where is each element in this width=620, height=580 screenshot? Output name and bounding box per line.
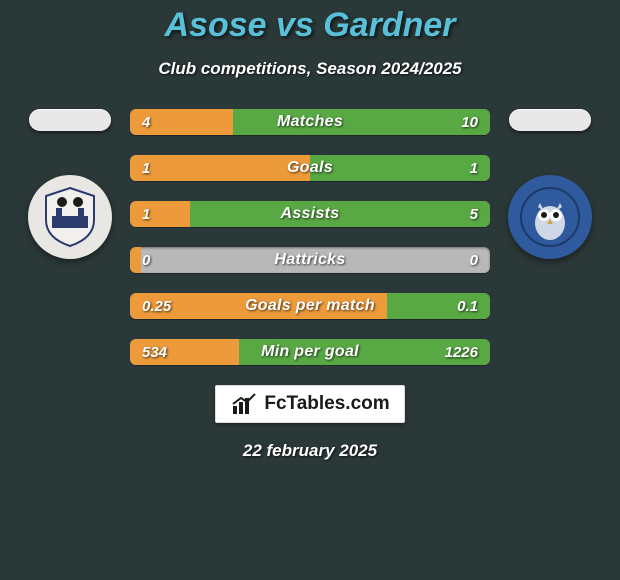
page-title: Asose vs Gardner [164,6,455,45]
stat-row: 5341226Min per goal [130,339,490,365]
comparison-area: 410Matches 11Goals 15Assists 00Hattricks 0.2… [0,109,620,365]
stat-label: Min per goal [130,339,490,365]
owl-badge-icon [520,187,580,247]
stat-row: 410Matches [130,109,490,135]
left-club-crest [28,175,112,259]
stat-label: Goals per match [130,293,490,319]
subtitle: Club competitions, Season 2024/2025 [158,59,461,79]
stat-label: Goals [130,155,490,181]
left-player-pill [29,109,111,131]
stat-row: 00Hattricks [130,247,490,273]
chart-icon [230,392,258,416]
stat-row: 0.250.1Goals per match [130,293,490,319]
brand-box: FcTables.com [215,385,404,423]
stat-label: Assists [130,201,490,227]
stat-row: 11Goals [130,155,490,181]
stat-row: 15Assists [130,201,490,227]
right-side [500,109,600,259]
stat-label: Matches [130,109,490,135]
right-player-pill [509,109,591,131]
brand-text: FcTables.com [264,393,389,415]
stat-label: Hattricks [130,247,490,273]
shield-icon [44,186,96,248]
left-side [20,109,120,259]
date-text: 22 february 2025 [243,441,377,461]
right-club-crest [508,175,592,259]
stat-bars: 410Matches 11Goals 15Assists 00Hattricks 0.2… [130,109,490,365]
